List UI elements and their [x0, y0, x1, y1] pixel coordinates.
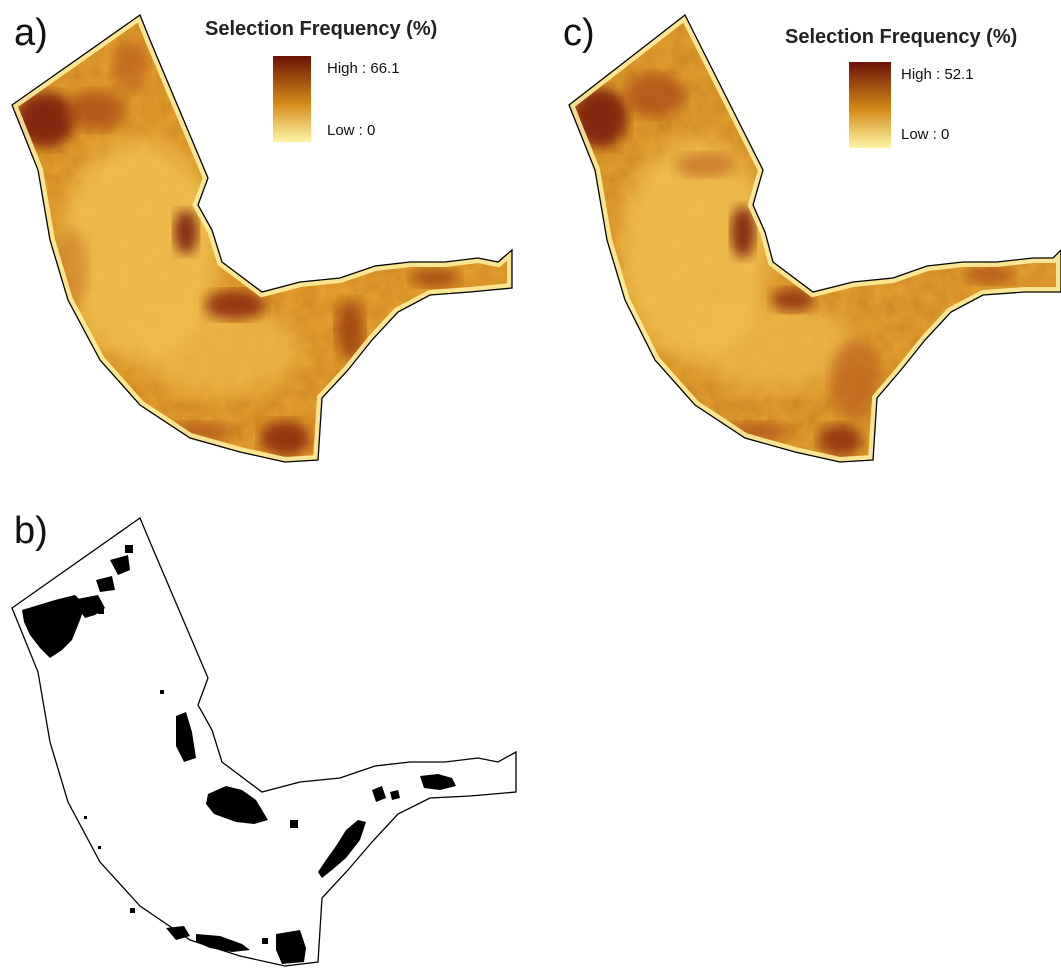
panel-c: c) Selection Frequency (%) High : 52.1	[555, 0, 1061, 470]
legend-high-label-c: High : 52.1	[901, 66, 974, 83]
selection-frequency-map-a	[11, 13, 513, 463]
study-area-outline-c	[568, 14, 1061, 463]
panel-b: b)	[0, 500, 530, 969]
selection-frequency-map-c	[568, 14, 1061, 463]
panel-b-label: b)	[14, 510, 48, 552]
legend-low-label-c: Low : 0	[901, 126, 950, 143]
panel-a-label: a)	[14, 12, 48, 54]
legend-low-label-a: Low : 0	[327, 122, 376, 139]
panel-a: a) Selection Frequen	[0, 0, 530, 470]
legend-high-label-a: High : 66.1	[327, 60, 400, 77]
selected-planning-units	[22, 545, 456, 964]
legend-color-ramp-c	[849, 62, 891, 148]
study-area-outline-a	[11, 13, 513, 463]
panel-c-label: c)	[563, 12, 595, 54]
selected-areas-map-b	[11, 517, 517, 967]
legend-title-c: Selection Frequency (%)	[785, 26, 1018, 48]
legend-title-a: Selection Frequency (%)	[205, 18, 438, 40]
study-area-outline-b	[11, 517, 517, 967]
legend-color-ramp-a	[273, 56, 311, 142]
